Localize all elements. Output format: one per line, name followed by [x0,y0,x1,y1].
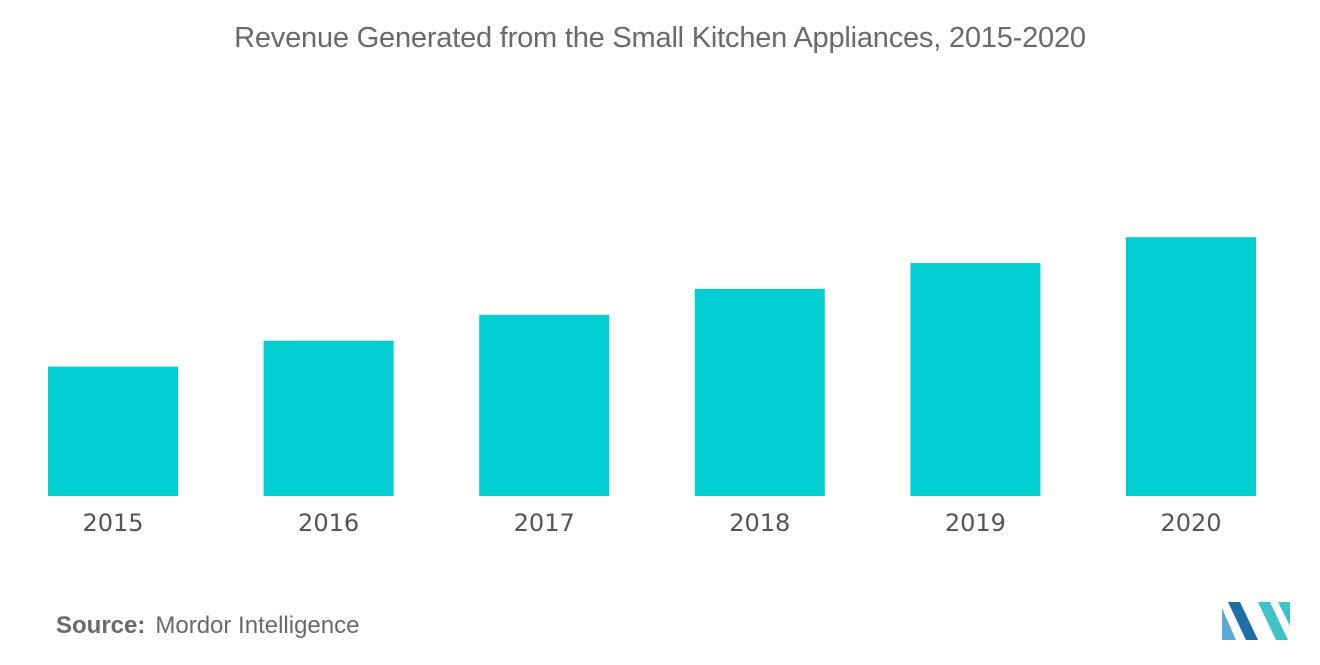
bar-2015 [48,366,178,496]
logo-shape-right [1278,602,1290,626]
source-label: Source: [56,612,146,639]
x-tick-label-2017: 2017 [514,509,575,537]
x-tick-label-2015: 2015 [82,509,143,537]
bars-group [48,237,1256,496]
source-text: Mordor Intelligence [155,612,360,639]
bar-2017 [479,314,610,496]
x-tick-label-2020: 2020 [1160,509,1221,537]
logo-shape-mid-left [1228,602,1258,640]
chart-title: Revenue Generated from the Small Kitchen… [234,22,1086,54]
x-tick-label-2016: 2016 [298,509,359,537]
bar-2019 [910,263,1041,496]
bar-chart: 2015 2016 2017 2018 2019 2020 [48,237,1256,537]
x-axis-tick-labels: 2015 2016 2017 2018 2019 2020 [82,509,1221,537]
x-tick-label-2018: 2018 [729,509,790,537]
x-tick-label-2019: 2019 [945,509,1006,537]
source-note: Source: Mordor Intelligence [56,612,359,640]
mordor-intelligence-logo-icon [1222,602,1290,640]
bar-2020 [1126,237,1256,496]
logo-shape-mid-right [1258,602,1288,640]
bar-2018 [694,288,825,496]
bar-2016 [263,340,394,496]
logo-shape-left [1222,608,1236,640]
